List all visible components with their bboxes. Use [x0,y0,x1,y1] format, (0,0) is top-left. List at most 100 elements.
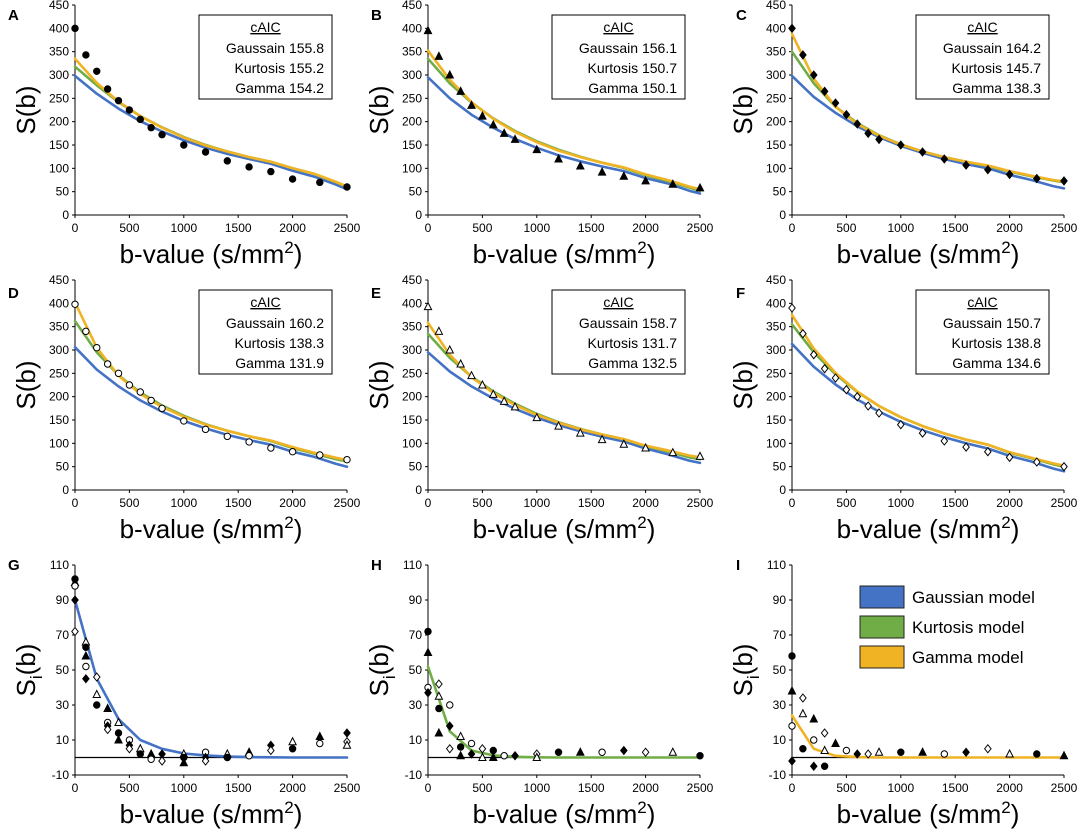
caic-box-border [198,289,333,375]
data-point [488,389,498,398]
data-point [788,756,796,766]
data-point [103,703,113,712]
data-point [342,740,352,749]
curve-gamma [73,57,349,188]
x-tick-label: 1000 [170,781,197,795]
data-point [445,344,455,354]
data-point [435,679,443,689]
caic-title: cAIC [250,19,280,35]
data-point [695,182,705,192]
x-tick-label: 500 [836,221,856,235]
x-tick-label: 0 [425,781,432,795]
data-point [266,745,275,756]
data-point [93,67,101,75]
data-point [136,388,144,396]
y-tick-label: 350 [402,320,422,334]
y-tick-label: -10 [405,768,423,782]
data-point [93,701,101,709]
data-point [315,731,325,740]
caic-row: Gaussain 158.7 [579,315,677,331]
x-tick-label: 1500 [578,496,605,510]
data-point [1033,750,1041,758]
caic-box: cAIC Gaussain 164.2 Kurtosis 145.7 Gamma 13… [915,14,1050,100]
data-point [619,439,629,448]
y-tick-label: 150 [49,413,69,427]
data-point [575,160,585,170]
data-point [343,455,351,464]
x-tick-label: 1500 [225,496,252,510]
y-tick-label: 90 [56,593,70,607]
caic-row: Kurtosis 155.2 [235,60,325,76]
y-tick-label: 70 [409,628,423,642]
data-point [71,595,79,605]
panel-label: E [371,285,381,302]
data-point [1005,452,1014,463]
y-tick-label: 0 [779,208,786,222]
panel-label: A [8,7,19,24]
y-tick-label: 400 [402,21,422,35]
data-point [940,750,949,758]
x-tick-label: 500 [119,221,139,235]
y-tick-label: 100 [402,161,422,175]
caic-box: cAIC Gaussain 150.7 Kurtosis 138.8 Gamma 13… [915,289,1050,375]
x-tick-label: 2500 [334,781,361,795]
data-point [136,115,144,124]
panel-d: D 0 50 100 150 200 250 300 350 400 450 0 500 1000 1500… [8,273,361,544]
data-point [477,110,487,120]
data-point [456,358,466,368]
y-tick-label: 250 [49,91,69,105]
y-tick-label: 110 [767,558,786,572]
x-tick-label: 0 [789,221,796,235]
x-tick-label: 500 [836,496,856,510]
panel-label: I [736,557,740,574]
curve-gamma [426,49,702,191]
data-point [499,128,509,137]
data-point [510,134,520,143]
caic-row: Gaussain 150.7 [943,315,1041,331]
data-point [842,746,851,755]
x-tick-label: 1000 [523,781,550,795]
data-point [82,643,90,651]
caic-title: cAIC [967,19,997,35]
x-tick-label: 2000 [632,781,659,795]
y-axis-title: S(b) [728,360,758,409]
curve-gaussian [790,342,1066,473]
data-point [940,154,949,164]
y-tick-label: 300 [402,343,422,357]
curve-gaussian [426,350,702,465]
y-tick-label: 30 [409,698,423,712]
curve-kurtosis [426,665,702,759]
data-point [423,647,433,656]
y-tick-label: 200 [49,390,69,404]
data-point [288,736,298,746]
x-tick-label: 2500 [687,496,714,510]
caic-row: Gamma 150.1 [588,80,677,96]
caic-box-border [551,289,686,375]
caic-row: Kurtosis 131.7 [588,335,678,351]
data-point [245,438,253,446]
y-axis-title: Si(b) [728,644,763,697]
caic-box-border [915,14,1050,100]
data-point [554,153,563,163]
data-point [831,373,840,383]
x-axis-title: b-value (s/mm2) [120,798,303,829]
data-point [810,736,818,744]
data-point [147,755,155,763]
x-tick-label: 2500 [687,221,714,235]
data-point [831,738,840,747]
x-tick-label: 2000 [279,496,306,510]
data-point [1060,461,1068,472]
x-tick-label: 500 [472,781,492,795]
data-point [820,86,829,97]
curve-gaussian [73,74,349,191]
x-tick-label: 500 [472,496,492,510]
y-tick-label: 0 [415,483,422,497]
data-point [641,442,651,452]
data-point [1059,750,1069,760]
curve-gaussian [73,345,349,469]
panel-b: B 0 50 100 150 200 250 300 350 400 450 0 500 1000 1500… [364,0,714,269]
panel-c: C 0 50 100 150 200 250 300 350 400 450 0 500 1000 1500… [728,0,1078,269]
data-point [896,140,905,150]
data-point [940,436,949,446]
x-tick-label: 1000 [170,496,197,510]
